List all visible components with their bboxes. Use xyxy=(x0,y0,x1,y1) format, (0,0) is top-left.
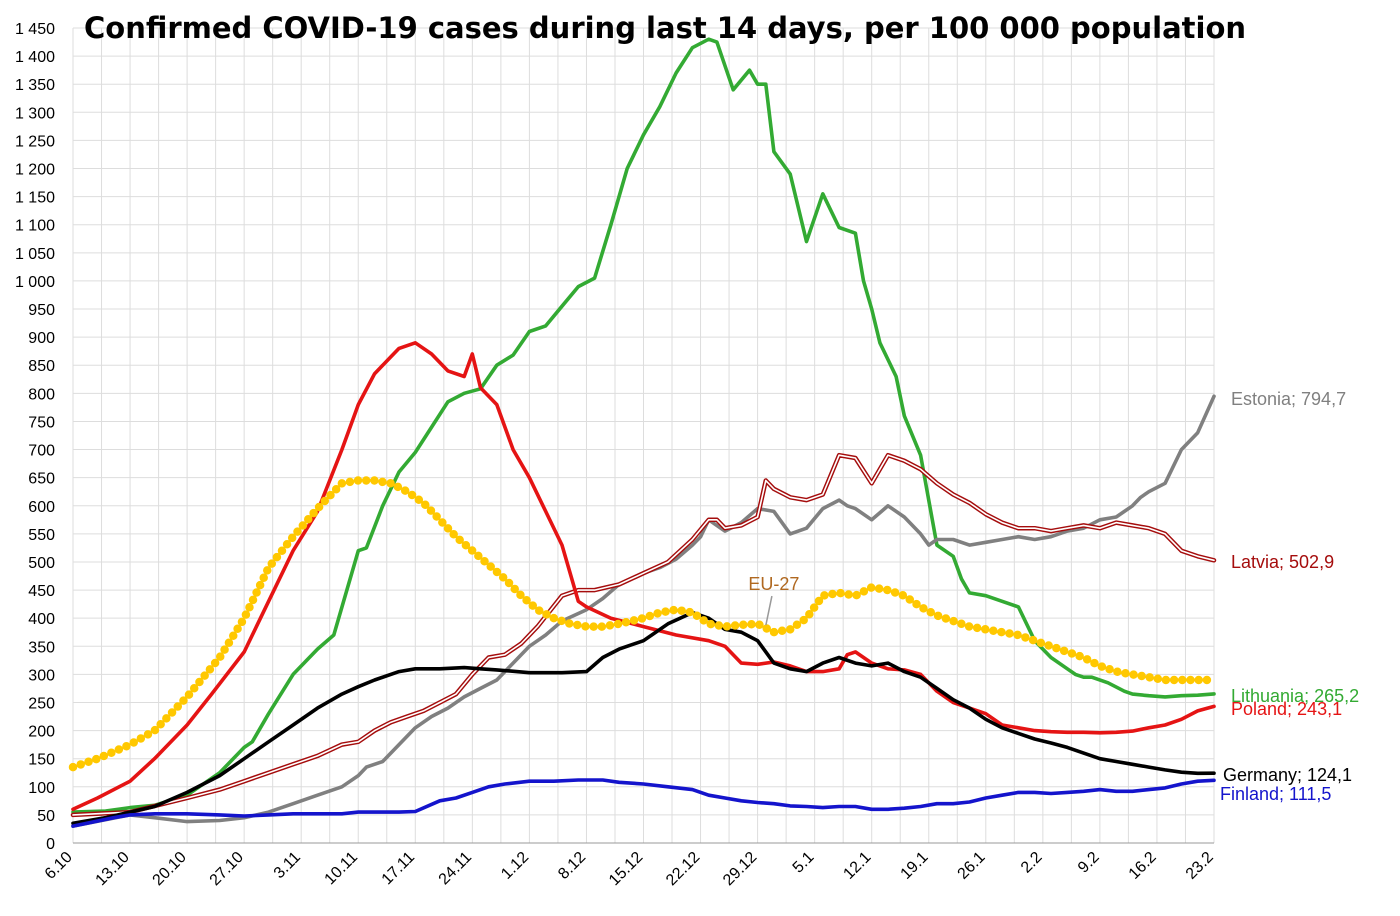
series-poland xyxy=(71,340,1216,812)
y-tick-label: 550 xyxy=(28,527,55,544)
end-label-lithuania: Lithuania; 265,2 xyxy=(1231,686,1359,706)
series-line-inner-latvia xyxy=(72,454,1215,816)
annotation-eu-27: EU-27 xyxy=(748,574,799,594)
y-tick-label: 1 100 xyxy=(15,218,55,235)
series-estonia xyxy=(71,394,1216,828)
y-tick-label: 100 xyxy=(28,780,55,797)
series-line-germany xyxy=(71,610,1216,826)
series-finland xyxy=(71,778,1216,828)
y-tick-label: 900 xyxy=(28,330,55,347)
y-tick-label: 250 xyxy=(28,695,55,712)
y-tick-label: 600 xyxy=(28,499,55,516)
y-tick-label: 1 400 xyxy=(15,49,55,66)
series-germany xyxy=(71,610,1216,826)
y-tick-label: 800 xyxy=(28,386,55,403)
end-label-latvia: Latvia; 502,9 xyxy=(1231,552,1334,572)
y-tick-label: 950 xyxy=(28,302,55,319)
series-lines xyxy=(68,37,1219,828)
y-tick-label: 650 xyxy=(28,471,55,488)
chart-title: Confirmed COVID-19 cases during last 14 … xyxy=(84,11,1246,45)
y-tick-label: 850 xyxy=(28,358,55,375)
series-latvia xyxy=(70,452,1217,818)
y-tick-label: 150 xyxy=(28,752,55,769)
y-tick-label: 1 300 xyxy=(15,105,55,122)
y-tick-label: 500 xyxy=(28,555,55,572)
y-tick-label: 300 xyxy=(28,667,55,684)
series-labels: Estonia; 794,7 Latvia; 502,9 Lithuania; 26… xyxy=(748,389,1359,804)
y-tick-label: 700 xyxy=(28,443,55,460)
series-line-estonia xyxy=(71,394,1216,828)
series-line-lithuania xyxy=(71,37,1216,814)
y-tick-label: 1 250 xyxy=(15,133,55,150)
end-label-estonia: Estonia; 794,7 xyxy=(1231,389,1346,409)
series-line-eu-27 xyxy=(68,476,1219,772)
y-tick-label: 1 200 xyxy=(15,162,55,179)
y-tick-label: 1 000 xyxy=(15,274,55,291)
y-tick-label: 450 xyxy=(28,583,55,600)
end-label-finland: Finland; 111,5 xyxy=(1220,784,1331,804)
y-tick-label: 1 150 xyxy=(15,190,55,207)
series-eu-27 xyxy=(68,476,1219,772)
end-label-poland: Poland; 243,1 xyxy=(1231,699,1342,719)
y-tick-label: 1 350 xyxy=(15,77,55,94)
series-line-poland xyxy=(71,340,1216,812)
y-tick-label: 50 xyxy=(37,808,55,825)
eu27-leader-line xyxy=(765,595,773,626)
y-axis-ticks: 0 50 100 150 200 250 300 350 400 450 500 550 600 650 7… xyxy=(15,21,55,853)
series-lithuania xyxy=(71,37,1216,814)
end-label-germany: Germany; 124,1 xyxy=(1223,765,1352,785)
y-tick-label: 350 xyxy=(28,639,55,656)
y-tick-label: 1 050 xyxy=(15,246,55,263)
grid xyxy=(72,27,1215,844)
y-tick-label: 1 450 xyxy=(15,21,55,38)
y-tick-label: 400 xyxy=(28,611,55,628)
y-tick-label: 0 xyxy=(46,836,55,853)
series-line-finland xyxy=(71,778,1216,828)
y-tick-label: 750 xyxy=(28,414,55,431)
y-tick-label: 200 xyxy=(28,724,55,741)
